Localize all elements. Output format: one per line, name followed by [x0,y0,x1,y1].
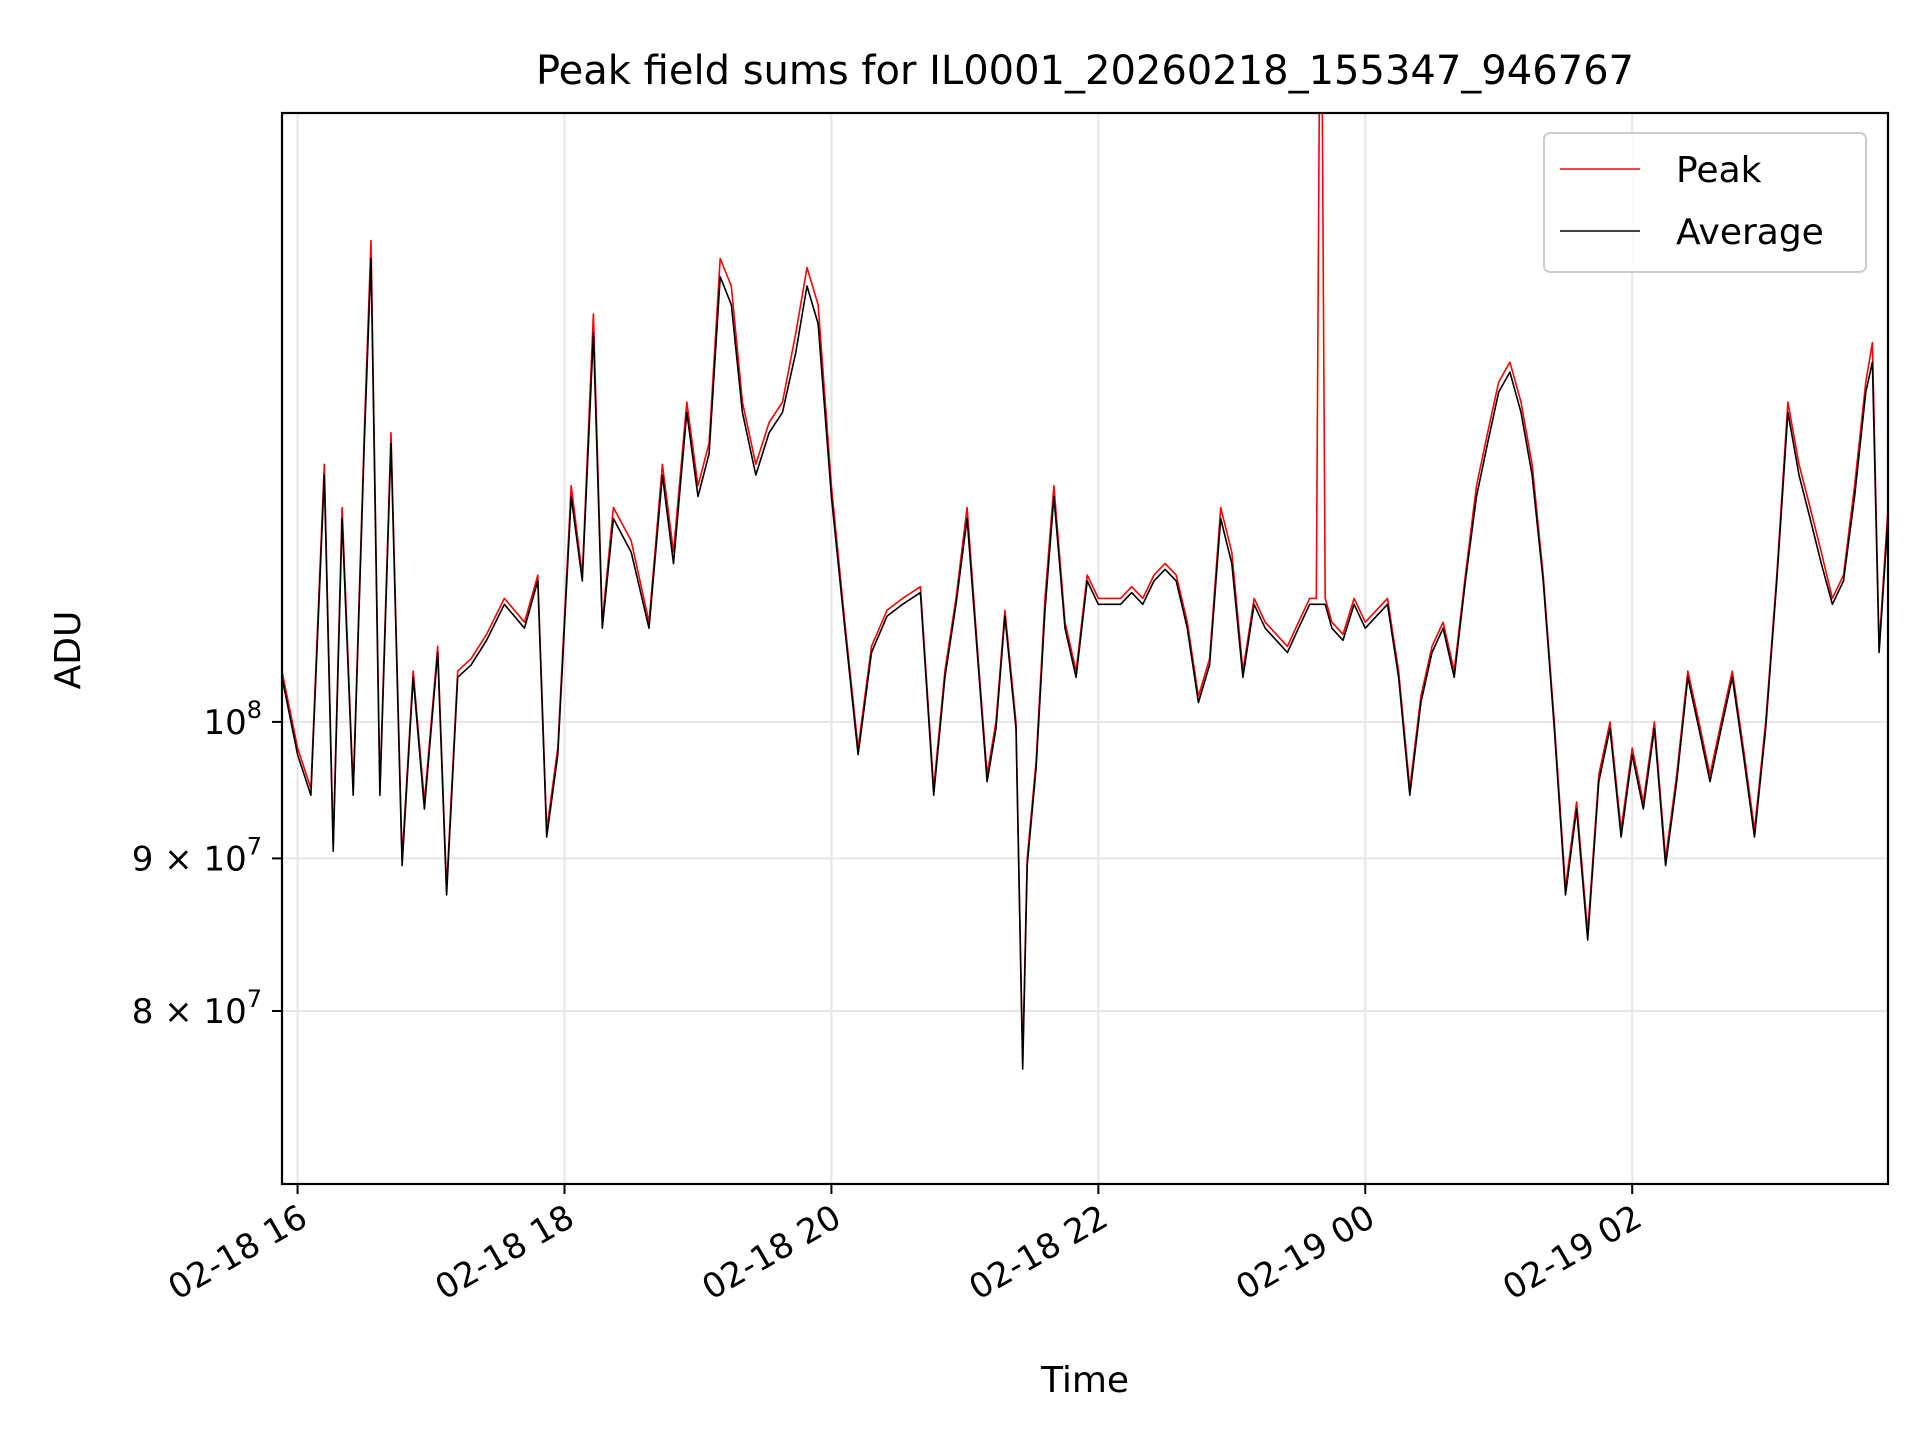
y-tick-label: 108 [203,696,262,743]
series-group [282,113,1888,1070]
y-axis-ticks: 108 9 × 107 8 × 107 [132,696,282,1032]
y-tick-label: 8 × 107 [132,985,262,1032]
grid-lines [282,113,1888,1184]
legend-label-average: Average [1676,212,1824,253]
plot-frame [280,111,1890,1186]
series-line-average [282,257,1888,1070]
x-axis-label: Time [1040,1360,1129,1401]
chart-title: Peak field sums for IL0001_20260218_1553… [536,48,1634,94]
y-axis-label: ADU [48,611,89,690]
legend: Peak Average [1543,132,1867,273]
legend-box [1543,132,1867,273]
y-tick-label: 9 × 107 [132,832,262,879]
legend-label-peak: Peak [1676,150,1762,191]
